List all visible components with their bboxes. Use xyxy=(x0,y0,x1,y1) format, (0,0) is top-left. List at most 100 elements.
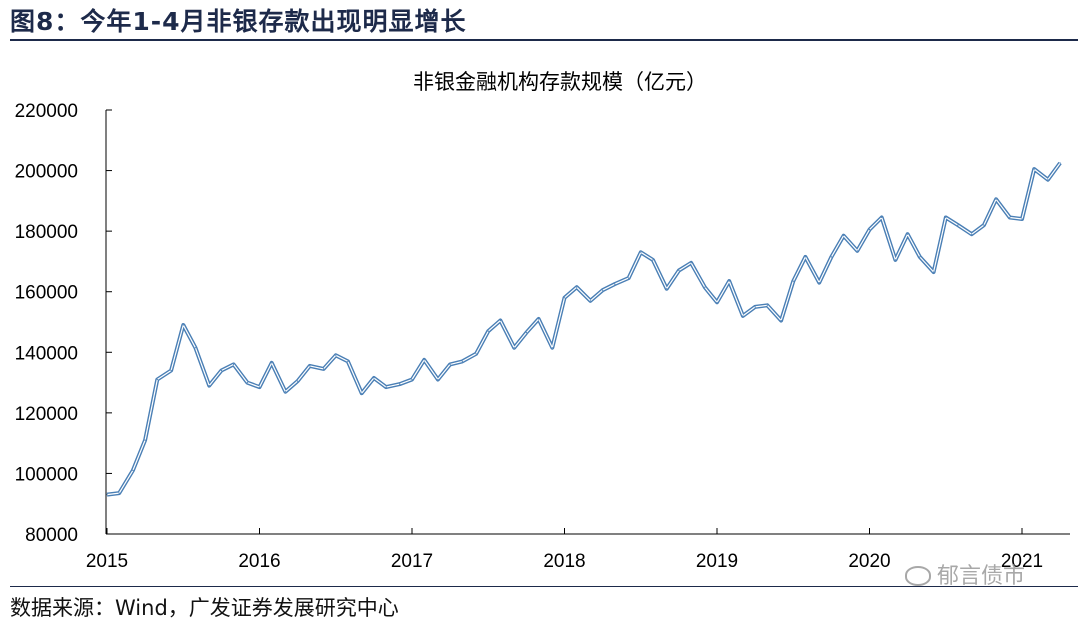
data-point xyxy=(894,259,897,261)
data-point xyxy=(144,439,146,441)
title-divider xyxy=(10,39,1078,41)
y-tick-label: 180000 xyxy=(15,222,78,243)
y-tick-label: 200000 xyxy=(15,162,78,183)
data-point xyxy=(513,347,515,349)
x-tick-label: 2018 xyxy=(543,551,585,572)
data-point xyxy=(945,216,947,219)
data-point xyxy=(602,289,604,291)
watermark: 郁言债市 xyxy=(905,558,1025,590)
chart-axes: 80000 100000 120000 140000 160000 180000 20000… xyxy=(15,101,1070,572)
data-point xyxy=(971,233,973,235)
data-point xyxy=(271,362,273,364)
data-point xyxy=(792,280,794,282)
data-point xyxy=(1009,216,1011,219)
series-line-outer xyxy=(106,161,1062,497)
data-point xyxy=(385,386,387,388)
data-point xyxy=(461,360,463,362)
x-tick-label: 2019 xyxy=(696,551,738,572)
data-point xyxy=(907,233,909,235)
data-point xyxy=(716,301,718,303)
data-point xyxy=(525,332,528,334)
data-point xyxy=(742,315,744,317)
watermark-text: 郁言债市 xyxy=(937,564,1026,589)
series-layer xyxy=(106,161,1062,497)
data-point xyxy=(754,306,756,308)
data-point xyxy=(856,250,858,252)
data-point xyxy=(551,347,553,349)
data-point xyxy=(106,494,108,496)
data-point xyxy=(323,368,325,370)
y-tick-label: 80000 xyxy=(25,525,78,546)
data-point xyxy=(652,259,654,261)
data-point xyxy=(335,354,337,356)
data-point xyxy=(818,282,820,284)
data-point xyxy=(437,378,439,381)
data-point xyxy=(284,391,286,393)
data-point xyxy=(170,369,172,372)
data-point xyxy=(881,216,883,219)
data-point xyxy=(704,286,706,288)
y-tick-label: 140000 xyxy=(15,343,78,364)
chart-title: 非银金融机构存款规模（亿元） xyxy=(413,70,707,94)
y-tick-label: 220000 xyxy=(15,101,78,122)
data-point xyxy=(347,360,349,362)
data-point xyxy=(957,224,959,226)
data-point xyxy=(423,359,425,361)
data-point xyxy=(258,386,261,388)
data-point xyxy=(156,378,158,381)
data-point xyxy=(563,297,566,299)
data-point xyxy=(220,369,222,372)
data-point xyxy=(449,363,451,365)
data-point xyxy=(538,318,540,320)
x-tick-label: 2017 xyxy=(391,551,433,572)
data-point xyxy=(233,363,235,365)
data-point xyxy=(576,286,578,288)
data-point xyxy=(297,380,299,382)
data-point xyxy=(830,256,833,258)
data-point xyxy=(678,269,680,272)
data-point xyxy=(361,392,363,394)
source-note: 数据来源：Wind，广发证券发展研究中心 xyxy=(10,596,399,620)
x-tick-label: 2020 xyxy=(848,551,890,572)
series-line-inner xyxy=(106,162,1061,496)
data-point xyxy=(780,319,782,322)
data-point xyxy=(589,300,592,302)
y-tick-label: 120000 xyxy=(15,404,78,425)
data-point xyxy=(868,229,871,231)
data-point xyxy=(208,385,210,387)
data-point xyxy=(919,256,921,258)
data-point xyxy=(628,277,630,279)
data-point xyxy=(246,382,248,384)
data-point xyxy=(614,283,616,285)
data-point xyxy=(373,377,375,379)
data-point xyxy=(499,319,501,322)
x-tick-label: 2021 xyxy=(1001,551,1043,572)
data-point xyxy=(1021,218,1023,220)
data-point xyxy=(118,492,120,494)
data-point xyxy=(132,469,134,471)
data-point xyxy=(487,330,489,332)
data-point xyxy=(309,365,311,367)
data-point xyxy=(690,262,692,264)
data-point xyxy=(933,271,935,273)
figure-title: 图8：今年1-4月非银存款出现明显增长 xyxy=(10,7,467,36)
data-point xyxy=(475,353,477,355)
data-point xyxy=(843,235,845,237)
y-tick-label: 100000 xyxy=(15,464,78,485)
data-point xyxy=(399,383,401,385)
data-point xyxy=(1059,162,1061,164)
footer-divider xyxy=(10,586,1078,587)
data-point xyxy=(995,198,997,200)
data-point xyxy=(983,224,985,226)
data-point xyxy=(194,347,196,349)
data-point xyxy=(411,378,413,381)
data-point xyxy=(766,304,768,306)
data-point xyxy=(728,280,730,282)
data-point xyxy=(182,324,184,326)
wechat-icon xyxy=(905,566,931,586)
data-point xyxy=(1047,179,1049,181)
x-tick-label: 2016 xyxy=(238,551,280,572)
data-point xyxy=(804,256,807,258)
x-tick-label: 2015 xyxy=(86,551,128,572)
